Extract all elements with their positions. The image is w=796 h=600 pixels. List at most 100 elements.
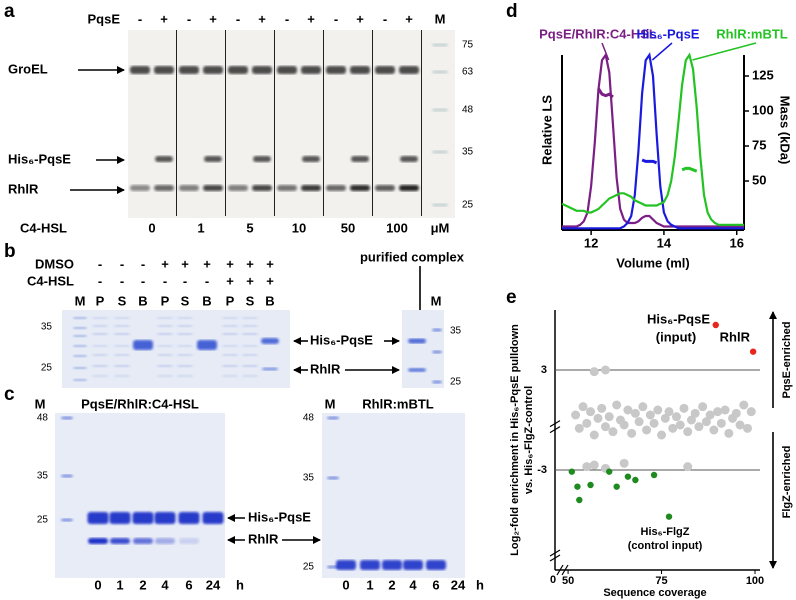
point <box>712 321 719 329</box>
concentration: 10 <box>292 220 306 235</box>
gel-band <box>114 325 130 327</box>
gel-band <box>132 512 154 524</box>
point <box>657 430 667 440</box>
point <box>731 408 741 418</box>
point <box>589 430 599 440</box>
gel-band <box>157 365 173 367</box>
point <box>582 462 592 472</box>
point <box>574 423 584 433</box>
lane-label: S <box>118 293 127 308</box>
point <box>743 423 753 433</box>
point <box>576 496 583 504</box>
x-axis-label: Sequence coverage <box>603 587 706 599</box>
gel-band <box>177 375 193 377</box>
point <box>608 427 618 437</box>
gel-band <box>155 538 175 544</box>
gel-band <box>92 317 108 319</box>
lane-sign: + <box>246 256 254 271</box>
time-label: 0 <box>94 577 101 592</box>
point <box>749 348 757 355</box>
gel-band <box>432 43 448 47</box>
gel-band <box>203 185 223 191</box>
point <box>668 423 678 433</box>
concentration: 1 <box>197 220 204 235</box>
gel-band <box>253 156 271 162</box>
gel-band <box>242 317 258 319</box>
gel-band <box>114 345 130 347</box>
gel-band <box>154 512 176 524</box>
y2-tick-label: 125 <box>752 67 774 82</box>
lane-sign: - <box>120 273 124 288</box>
point <box>586 407 596 417</box>
gel-band <box>228 66 248 74</box>
gel-band <box>432 328 442 332</box>
lane-sign: + <box>266 273 274 288</box>
point <box>589 460 599 470</box>
lane-sign: + <box>246 273 254 288</box>
gel-band <box>202 512 224 524</box>
gel-band <box>177 354 193 356</box>
point <box>650 471 658 479</box>
gel-band <box>399 185 419 191</box>
gel-band <box>327 476 339 480</box>
ls-line <box>562 52 744 230</box>
gel-title: RhlR:mBTL <box>362 396 434 411</box>
marker-lane-label: M <box>435 11 446 26</box>
lane-label: B <box>138 293 147 308</box>
gel-band <box>154 185 174 191</box>
gel-band <box>157 317 173 319</box>
time-label: 1 <box>116 577 123 592</box>
gel-band <box>197 340 217 350</box>
point <box>619 458 629 468</box>
gel-band <box>222 325 238 327</box>
gel-band <box>179 185 199 191</box>
marker-size: 25 <box>450 377 462 388</box>
lane-sign: + <box>181 256 189 271</box>
point <box>578 402 588 412</box>
x-tick-label: 50 <box>562 575 574 587</box>
time-label: 2 <box>139 577 146 592</box>
gel-band <box>277 66 297 74</box>
lane-sign: - <box>205 273 209 288</box>
lane-sign: + <box>209 11 217 26</box>
marker-size: 35 <box>462 147 474 158</box>
point <box>630 408 640 418</box>
point <box>571 410 581 420</box>
lane-sign: - <box>141 256 145 271</box>
point <box>645 410 655 420</box>
marker-size: 48 <box>37 413 49 424</box>
point <box>664 407 674 417</box>
point <box>713 407 723 417</box>
panel-letter: e <box>506 287 517 308</box>
marker-size: 35 <box>37 471 49 482</box>
point <box>739 400 749 410</box>
gel-band <box>114 375 130 377</box>
marker-size: 35 <box>41 322 53 333</box>
lane-sign: - <box>334 11 338 26</box>
unit: h <box>236 577 244 592</box>
gel-band <box>301 185 321 191</box>
point <box>638 402 648 412</box>
gel-band <box>432 150 448 154</box>
point <box>600 422 610 432</box>
point <box>642 425 652 435</box>
gel <box>322 413 465 578</box>
gel-band <box>133 538 153 544</box>
gel-band <box>73 367 87 369</box>
point <box>671 412 681 422</box>
point <box>600 365 610 375</box>
axis-break <box>556 564 564 576</box>
x-tick-label: 12 <box>584 235 598 250</box>
gel <box>402 310 444 388</box>
mass-line <box>681 166 698 173</box>
lane-sign: - <box>183 273 187 288</box>
gel-band <box>61 518 73 522</box>
point <box>593 413 603 423</box>
point <box>679 403 689 413</box>
unit: μM <box>431 220 450 235</box>
lane-sign: + <box>226 273 234 288</box>
time-label: 1 <box>366 577 373 592</box>
marker-lane-label: M <box>431 293 442 308</box>
marker-size: 48 <box>462 105 474 116</box>
